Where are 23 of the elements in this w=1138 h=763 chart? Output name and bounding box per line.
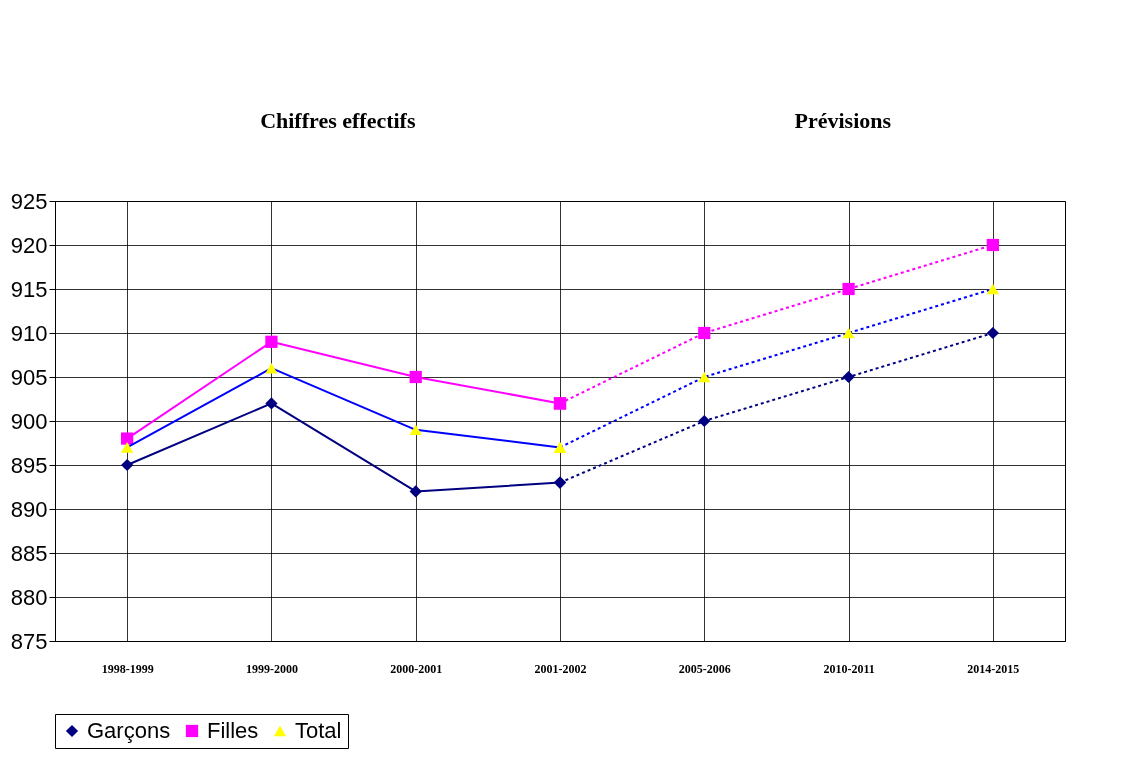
- x-tick-label: 2000-2001: [390, 661, 443, 676]
- y-tick-label: 900: [10, 408, 48, 434]
- y-tick-label: 905: [10, 364, 48, 390]
- text: Chiffres effectifs: [260, 108, 416, 133]
- y-tick-label: 885: [10, 540, 48, 566]
- y-tick-label: 925: [10, 188, 48, 214]
- y-tick-label: 875: [10, 628, 48, 654]
- y-tick-label: 920: [10, 232, 48, 258]
- legend-label: Total: [295, 718, 342, 743]
- y-tick-label: 910: [10, 320, 48, 346]
- x-tick-label: 1999-2000: [245, 661, 298, 676]
- legend-label: Garçons: [87, 718, 171, 743]
- text: Prévisions: [794, 108, 892, 133]
- x-tick-label: 2001-2002: [534, 661, 587, 676]
- y-tick-label: 880: [10, 584, 48, 610]
- y-tick-label: 890: [10, 496, 48, 522]
- x-tick-label: 2014-2015: [967, 661, 1020, 676]
- x-tick-label: 1998-1999: [101, 661, 154, 676]
- x-tick-label: 2005-2006: [678, 661, 731, 676]
- x-tick-label: 2010-2011: [823, 661, 875, 676]
- legend-label: Filles: [207, 718, 259, 743]
- y-tick-label: 915: [10, 276, 48, 302]
- y-tick-label: 895: [10, 452, 48, 478]
